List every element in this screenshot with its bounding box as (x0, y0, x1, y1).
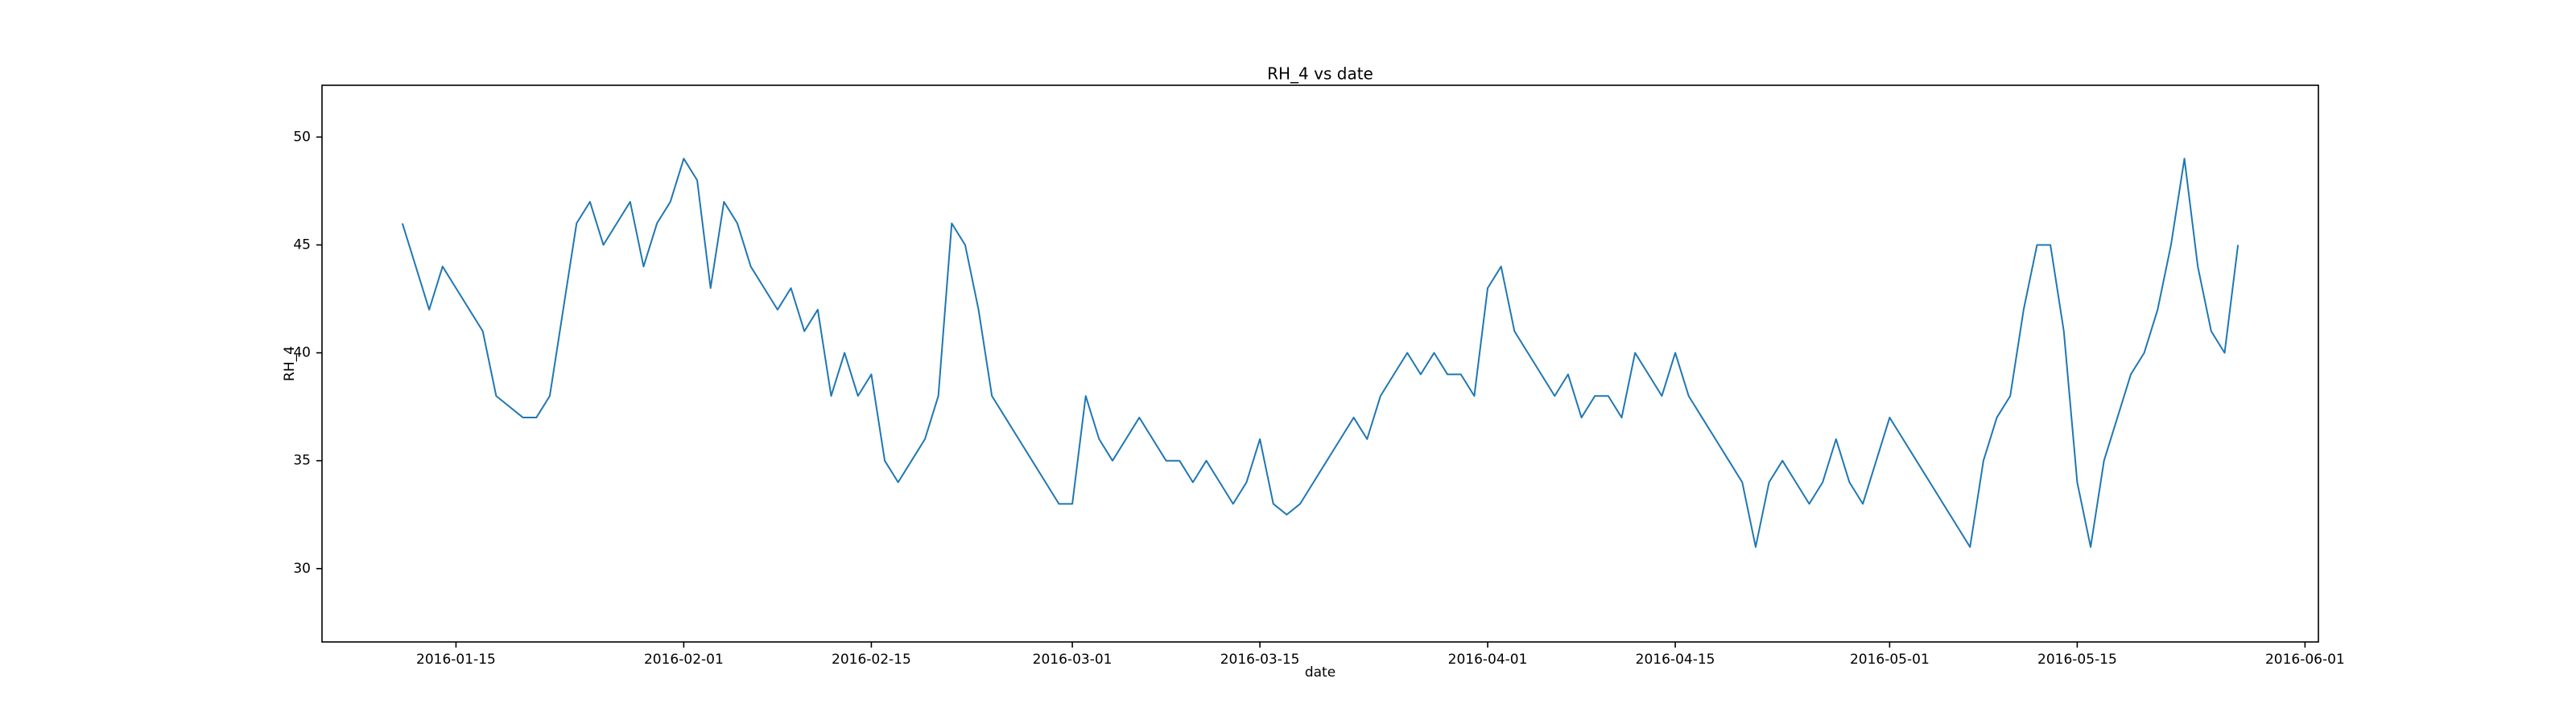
y-tick-label: 50 (293, 129, 311, 145)
x-axis-label: date (1305, 664, 1335, 681)
x-tick-label: 2016-05-15 (2037, 652, 2117, 668)
plot-frame (321, 84, 2319, 643)
y-axis-label: RH_4 (282, 346, 298, 381)
y-tick-label: 35 (293, 453, 311, 469)
chart-title: RH_4 vs date (1267, 64, 1373, 84)
x-tick-label: 2016-01-15 (416, 652, 496, 668)
y-tick-label: 40 (293, 345, 311, 361)
x-tick-label: 2016-04-01 (1448, 652, 1528, 668)
x-tick-label: 2016-04-15 (1636, 652, 1715, 668)
x-tick-label: 2016-02-01 (644, 652, 724, 668)
data-line (401, 158, 2240, 548)
x-tick-label: 2016-02-15 (832, 652, 911, 668)
x-tick-label: 2016-06-01 (2265, 652, 2345, 668)
y-tick-label: 30 (293, 561, 311, 577)
y-tick-label: 45 (293, 237, 311, 253)
x-tick-label: 2016-05-01 (1850, 652, 1930, 668)
x-tick-label: 2016-03-01 (1033, 652, 1113, 668)
x-tick-label: 2016-03-15 (1220, 652, 1300, 668)
